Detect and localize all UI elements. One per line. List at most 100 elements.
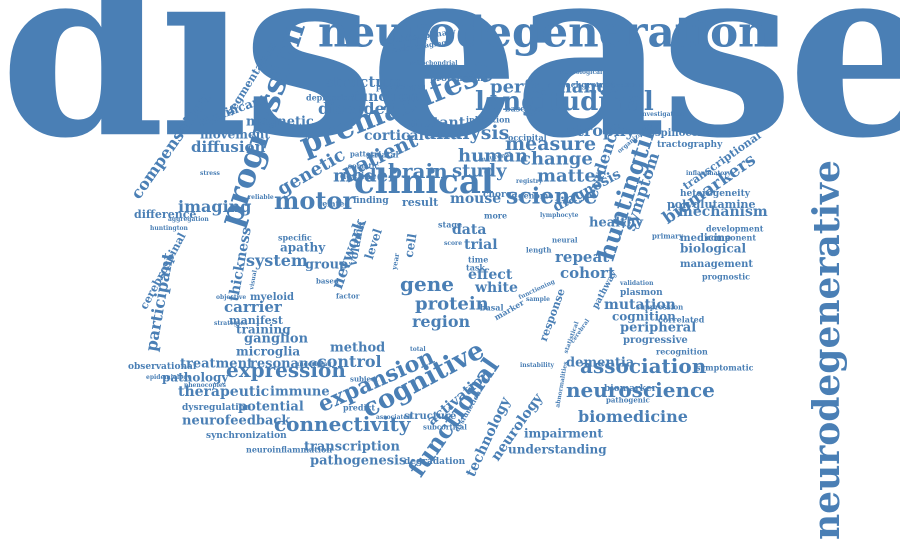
word-symptomatic: symptomatic [696, 362, 754, 373]
word-measure: measure [505, 132, 597, 155]
word-baseline: baseline [505, 103, 543, 114]
word-based: based [316, 276, 339, 286]
word-biomarker: biomarker [604, 383, 657, 394]
word-objective: objective [216, 294, 247, 302]
word-disorder: disorder [318, 99, 394, 119]
word-mutant: mutant [408, 114, 466, 131]
word-length: length [526, 245, 552, 255]
word-lymphocyte: lymphocyte [540, 212, 579, 220]
word-myeloid: myeloid [250, 292, 295, 303]
word-recognition: recognition [656, 346, 708, 357]
word-effect: effect [468, 266, 513, 283]
word-striatal: striatal [366, 149, 399, 160]
word-interpretation: interpretation [596, 82, 644, 90]
word-neurofeedback: neurofeedback [182, 413, 291, 429]
word-manifest: manifest [229, 314, 283, 328]
word-white: white [475, 279, 518, 296]
word-medicine: medicine [680, 233, 732, 244]
word-potential: potential [238, 399, 304, 415]
word-time: time [468, 254, 489, 265]
word-spinocerebellar: spinocerebellar [655, 128, 743, 139]
word-imaging: imaging [178, 197, 252, 217]
word-analysis: analysis [424, 121, 510, 144]
word-cognition: cognition [612, 309, 676, 324]
word-validation: validation [620, 280, 654, 288]
word-proteasome: proteasome [430, 73, 490, 84]
word-ganglion: ganglion [244, 331, 309, 347]
word-basal: basal [480, 302, 504, 313]
word-pathology: pathology [162, 370, 229, 385]
word-training: training [236, 322, 291, 337]
word-primary: primary [652, 231, 683, 241]
word-finding: finding [353, 195, 389, 206]
word-progressive: progressive [623, 335, 688, 346]
word-peripheral: peripheral [620, 320, 697, 336]
word-task: task [466, 262, 485, 273]
word-mutation: mutation [604, 296, 676, 313]
word-change: change [520, 148, 593, 170]
word-region: region [412, 312, 471, 332]
word-healthy: healthy [589, 215, 644, 231]
word-atrophy: atrophy [566, 121, 635, 141]
word-expression: expression [226, 358, 346, 382]
word-tractography: tractography [657, 139, 723, 150]
word-depression: depression [306, 92, 355, 103]
word-investigation: investigation [640, 111, 684, 119]
word-decline: decline [340, 171, 377, 182]
word-matter: matter [537, 165, 606, 187]
word-association: association [580, 354, 707, 378]
word-repeat: repeat [555, 248, 610, 266]
word-prognostic: prognostic [702, 271, 750, 282]
word-neuroscience: neuroscience [566, 378, 715, 402]
word-biological: biological [680, 241, 747, 256]
word-dysregulation: dysregulation [182, 402, 252, 413]
word-microglia: microglia [236, 344, 301, 359]
word-system: system [246, 251, 308, 271]
word-occipital: occipital [508, 132, 547, 143]
word-plasmon: plasmon [620, 287, 663, 298]
word-more: more [484, 210, 508, 221]
word-group: group [305, 257, 349, 273]
word-understanding: understanding [508, 442, 607, 457]
word-data: data [452, 221, 487, 238]
word-stress: stress [200, 170, 220, 178]
word-function: function [352, 88, 419, 105]
word-resonance: resonance [250, 356, 325, 372]
word-component: component [706, 232, 757, 243]
word-correlated: correlated [658, 314, 705, 325]
word-year: year [389, 252, 402, 271]
word-visual: visual [248, 269, 259, 291]
word-phenotype: phenotype [376, 81, 423, 92]
word-score: score [444, 240, 463, 248]
word-specific: specific [278, 232, 312, 243]
word-mechanism: mechanism [678, 203, 768, 220]
word-mitochondrial: mitochondrial [410, 60, 458, 68]
word-associated: associated [376, 414, 412, 422]
word-performance: performance [490, 76, 619, 98]
word-sample: sample [526, 296, 550, 304]
word-related: related [318, 198, 350, 209]
word-transcription: transcription [304, 439, 400, 455]
word-connectivity: connectivity [274, 412, 411, 436]
word-management: management [680, 259, 753, 270]
word-genome: genome [518, 190, 554, 201]
word-structure: structure [404, 411, 457, 422]
word-longitudinal: longitudinal [475, 87, 654, 118]
word-strategies: strategies [214, 320, 248, 328]
word-pattern: pattern [350, 149, 380, 159]
word-observational: observational [128, 361, 197, 372]
word-inflammatory: inflammatory [686, 170, 731, 178]
word-structural: structural [325, 73, 410, 91]
word-neural: neural [552, 235, 578, 245]
word-gene: gene [400, 272, 454, 296]
word-cortical: cortical [364, 127, 424, 144]
word-total: total [410, 346, 426, 354]
word-huntington: huntington [150, 225, 188, 233]
word-control: control [317, 352, 382, 372]
word-polyglutamine: polyglutamine [667, 198, 756, 212]
word-mouse: mouse [450, 190, 502, 207]
word-registry: registry [516, 178, 543, 186]
word-heterogeneity: heterogeneity [680, 188, 750, 199]
word-degradation: degradation [404, 456, 466, 467]
word-inhibition: inhibition [466, 114, 511, 125]
